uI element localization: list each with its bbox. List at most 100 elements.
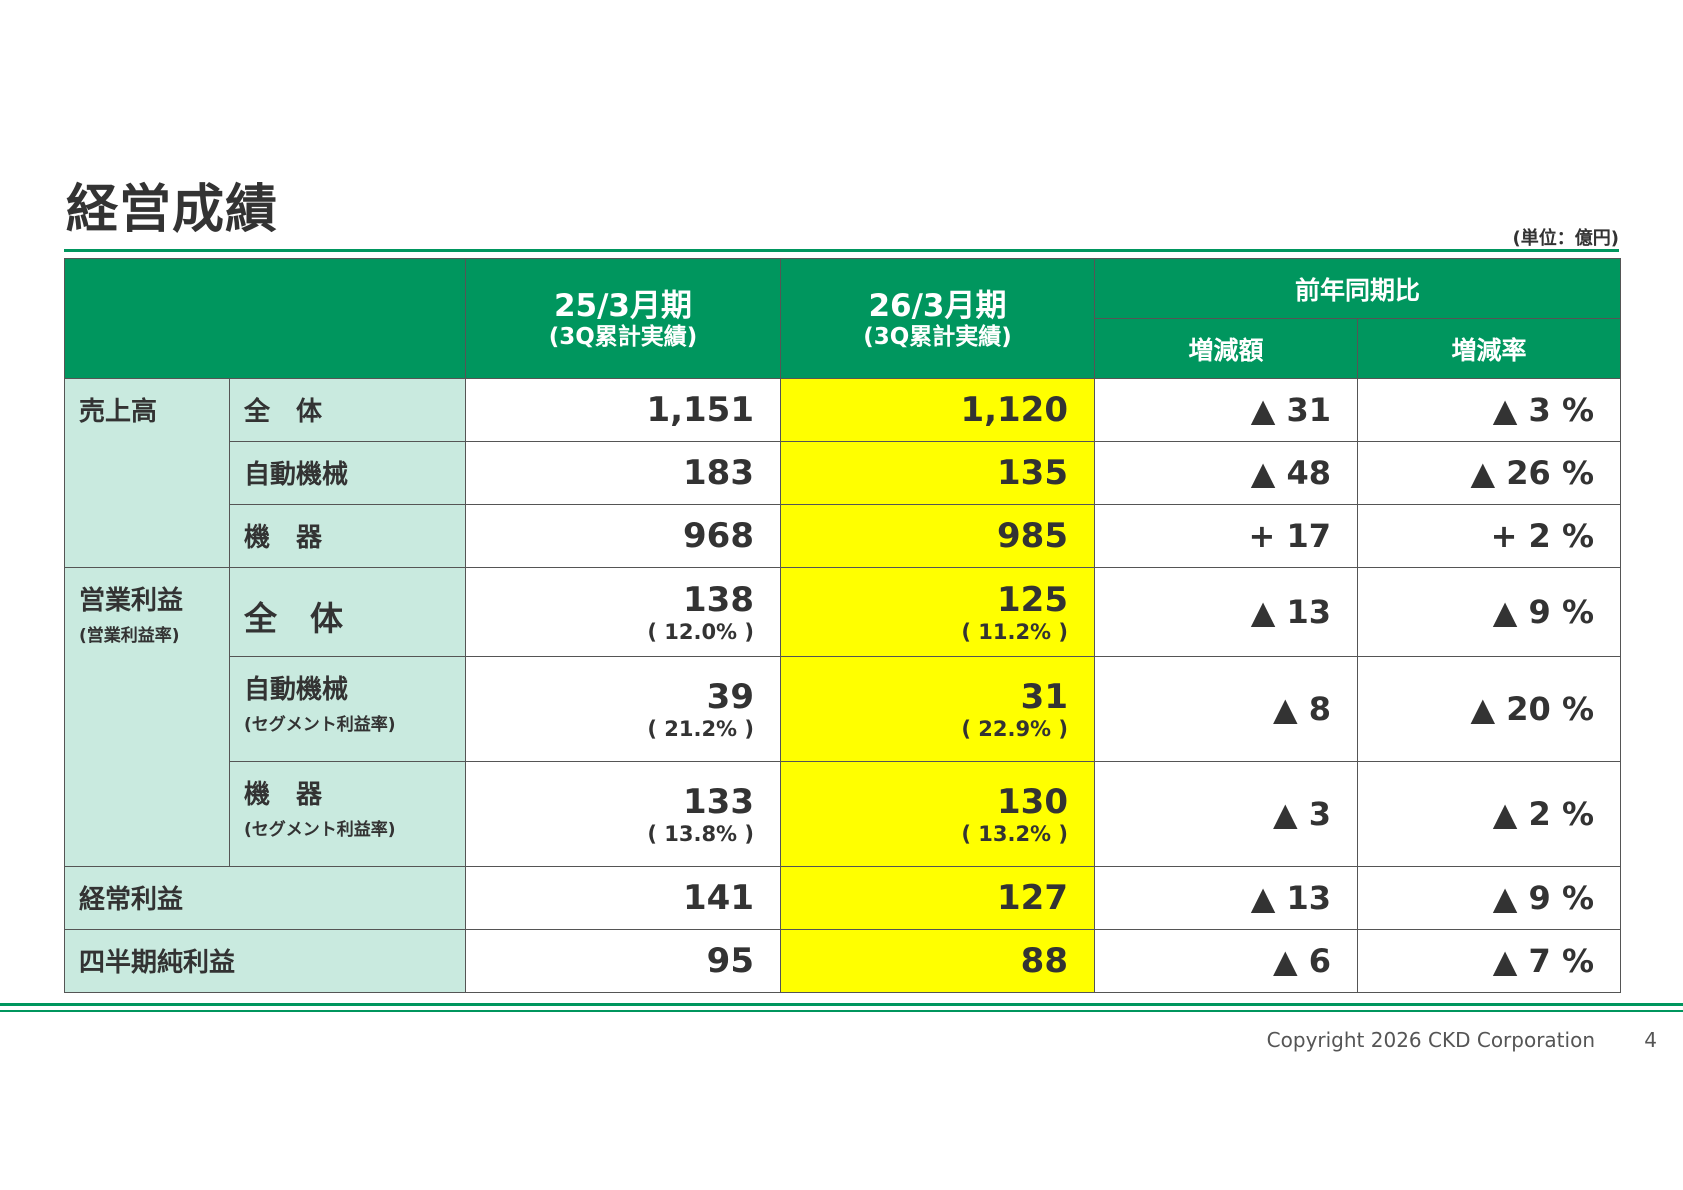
margin: ( 13.8% ) <box>647 822 754 846</box>
op-total-diff: ▲ 13 <box>1094 567 1358 657</box>
sales-comp-rate: + 2 % <box>1356 504 1622 568</box>
table-row: 営業利益 (営業利益率) 全 体 138 ( 12.0% ) 125 ( 11.… <box>64 567 1622 867</box>
op-comp-rate: ▲ 2 % <box>1356 761 1622 867</box>
value: 135 <box>997 453 1068 493</box>
sales-total-rate: ▲ 3 % <box>1356 378 1622 442</box>
header-curr-period: 26/3月期 (3Q累計実績) <box>780 258 1095 379</box>
sales-category: 売上高 <box>64 378 230 568</box>
footer-divider <box>0 1003 1683 1006</box>
value: 133 <box>683 782 754 822</box>
sales-comp-label: 機 器 <box>244 523 323 553</box>
op-auto-label-cell: 自動機械 (セグメント利益率) <box>229 656 466 762</box>
table-row: 機 器 968 985 + 17 + 2 % <box>65 504 1622 568</box>
op-auto-label: 自動機械 <box>244 675 349 705</box>
op-total-label-cell: 全 体 <box>229 567 466 657</box>
value: 183 <box>683 453 754 493</box>
results-table: 25/3月期 (3Q累計実績) 26/3月期 (3Q累計実績) 前年同期比 増減… <box>64 258 1622 993</box>
header-curr-sub: (3Q累計実績) <box>863 323 1012 350</box>
sales-auto-label: 自動機械 <box>244 460 349 490</box>
page-title: 経営成績 <box>66 180 279 240</box>
footer-divider-thin <box>0 1010 1683 1012</box>
header-rate: 増減率 <box>1356 318 1622 379</box>
op-sublabel: (営業利益率) <box>79 626 180 646</box>
value: 1,151 <box>646 390 754 430</box>
op-total-curr: 125 ( 11.2% ) <box>780 567 1095 657</box>
op-total-label: 全 体 <box>244 599 343 638</box>
op-auto-curr: 31 ( 22.9% ) <box>780 656 1095 762</box>
sales-comp-prev: 968 <box>465 504 781 568</box>
copyright-text: Copyright 2026 CKD Corporation <box>1266 1028 1595 1052</box>
margin: ( 11.2% ) <box>961 620 1068 644</box>
net-rate: ▲ 7 % <box>1356 929 1622 993</box>
value: 127 <box>997 878 1068 918</box>
op-auto-note: (セグメント利益率) <box>244 715 396 735</box>
table-row: 経常利益 141 127 ▲ 13 ▲ 9 % <box>64 866 1622 930</box>
value: 125 <box>997 580 1068 620</box>
op-auto-rate: ▲ 20 % <box>1356 656 1622 762</box>
sales-total-label-cell: 全 体 <box>229 378 466 442</box>
ordinary-label: 経常利益 <box>79 885 184 915</box>
sales-comp-curr: 985 <box>780 504 1095 568</box>
value: 31 <box>1020 677 1068 717</box>
header-blank <box>64 258 466 379</box>
margin: ( 12.0% ) <box>647 620 754 644</box>
table-row: 四半期純利益 95 88 ▲ 6 ▲ 7 % <box>64 929 1622 993</box>
value: 1,120 <box>960 390 1068 430</box>
header-yoy: 前年同期比 <box>1093 258 1622 319</box>
op-total-rate: ▲ 9 % <box>1356 567 1622 657</box>
net-prev: 95 <box>465 929 781 993</box>
sales-comp-diff: + 17 <box>1094 504 1358 568</box>
ordinary-curr: 127 <box>780 866 1095 930</box>
op-comp-label-cell: 機 器 (セグメント利益率) <box>229 761 466 867</box>
header-prev-main: 25/3月期 <box>553 287 693 324</box>
op-comp-curr: 130 ( 13.2% ) <box>780 761 1095 867</box>
title-divider <box>64 249 1619 252</box>
op-comp-diff: ▲ 3 <box>1094 761 1358 867</box>
sales-auto-rate: ▲ 26 % <box>1356 441 1622 505</box>
net-diff: ▲ 6 <box>1094 929 1358 993</box>
sales-auto-label-cell: 自動機械 <box>229 441 466 505</box>
page-number: 4 <box>1644 1028 1657 1052</box>
value: 138 <box>683 580 754 620</box>
op-comp-prev: 133 ( 13.8% ) <box>465 761 781 867</box>
ordinary-label-cell: 経常利益 <box>64 866 466 930</box>
margin: ( 13.2% ) <box>961 822 1068 846</box>
value: 95 <box>706 941 754 981</box>
op-category: 営業利益 (営業利益率) <box>64 567 230 867</box>
sales-comp-label-cell: 機 器 <box>229 504 466 568</box>
header-diff-label: 増減額 <box>1188 335 1264 365</box>
unit-note: (単位：億円) <box>1512 228 1619 249</box>
value: 88 <box>1020 941 1068 981</box>
value: 130 <box>997 782 1068 822</box>
ordinary-diff: ▲ 13 <box>1094 866 1358 930</box>
table-row: 機 器 (セグメント利益率) 133 ( 13.8% ) 130 ( 13.2%… <box>65 761 1622 867</box>
sales-auto-prev: 183 <box>465 441 781 505</box>
ordinary-prev: 141 <box>465 866 781 930</box>
sales-label: 売上高 <box>79 397 158 427</box>
margin: ( 22.9% ) <box>961 717 1068 741</box>
header-curr-main: 26/3月期 <box>868 287 1007 324</box>
op-comp-label: 機 器 <box>244 780 323 810</box>
header-diff: 増減額 <box>1094 318 1358 379</box>
table-row: 自動機械 183 135 ▲ 48 ▲ 26 % <box>65 441 1622 505</box>
header-prev-period: 25/3月期 (3Q累計実績) <box>465 258 781 379</box>
value: 39 <box>706 677 754 717</box>
header-row-2: 増減額 増減率 <box>65 318 1622 379</box>
ordinary-rate: ▲ 9 % <box>1356 866 1622 930</box>
value: 968 <box>683 516 754 556</box>
sales-total-curr: 1,120 <box>780 378 1095 442</box>
sales-total-label: 全 体 <box>244 397 323 427</box>
op-label: 営業利益 <box>79 586 184 616</box>
header-rate-label: 増減率 <box>1451 335 1527 365</box>
table-row: 売上高 全 体 1,151 1,120 ▲ 31 ▲ 3 % <box>64 378 1622 568</box>
header-prev-sub: (3Q累計実績) <box>548 323 698 350</box>
op-comp-note: (セグメント利益率) <box>244 820 396 840</box>
net-label: 四半期純利益 <box>79 948 236 978</box>
value: 141 <box>683 878 754 918</box>
net-label-cell: 四半期純利益 <box>64 929 466 993</box>
op-auto-diff: ▲ 8 <box>1094 656 1358 762</box>
op-auto-prev: 39 ( 21.2% ) <box>465 656 781 762</box>
header-yoy-label: 前年同期比 <box>1295 275 1421 305</box>
value: 985 <box>997 516 1068 556</box>
sales-auto-diff: ▲ 48 <box>1094 441 1358 505</box>
